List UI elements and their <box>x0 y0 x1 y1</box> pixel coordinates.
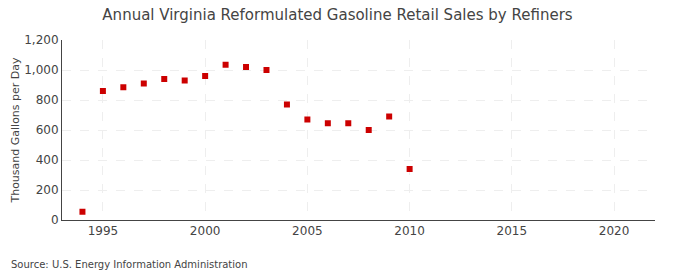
svg-text:2015: 2015 <box>497 224 528 238</box>
svg-text:2000: 2000 <box>190 224 221 238</box>
svg-text:2005: 2005 <box>292 224 323 238</box>
svg-text:600: 600 <box>36 123 59 137</box>
svg-text:1,000: 1,000 <box>24 63 58 77</box>
svg-text:400: 400 <box>36 153 59 167</box>
svg-text:0: 0 <box>51 213 59 227</box>
svg-text:800: 800 <box>36 93 59 107</box>
svg-text:2010: 2010 <box>394 224 425 238</box>
svg-text:200: 200 <box>36 183 59 197</box>
svg-text:1,200: 1,200 <box>24 33 58 47</box>
svg-text:1995: 1995 <box>88 224 119 238</box>
svg-text:Source: U.S. Energy Informatio: Source: U.S. Energy Information Administ… <box>11 259 248 270</box>
svg-text:2020: 2020 <box>599 224 630 238</box>
svg-text:Annual Virginia Reformulated G: Annual Virginia Reformulated Gasoline Re… <box>102 6 572 24</box>
svg-text:Thousand Gallons per Day: Thousand Gallons per Day <box>9 57 22 204</box>
